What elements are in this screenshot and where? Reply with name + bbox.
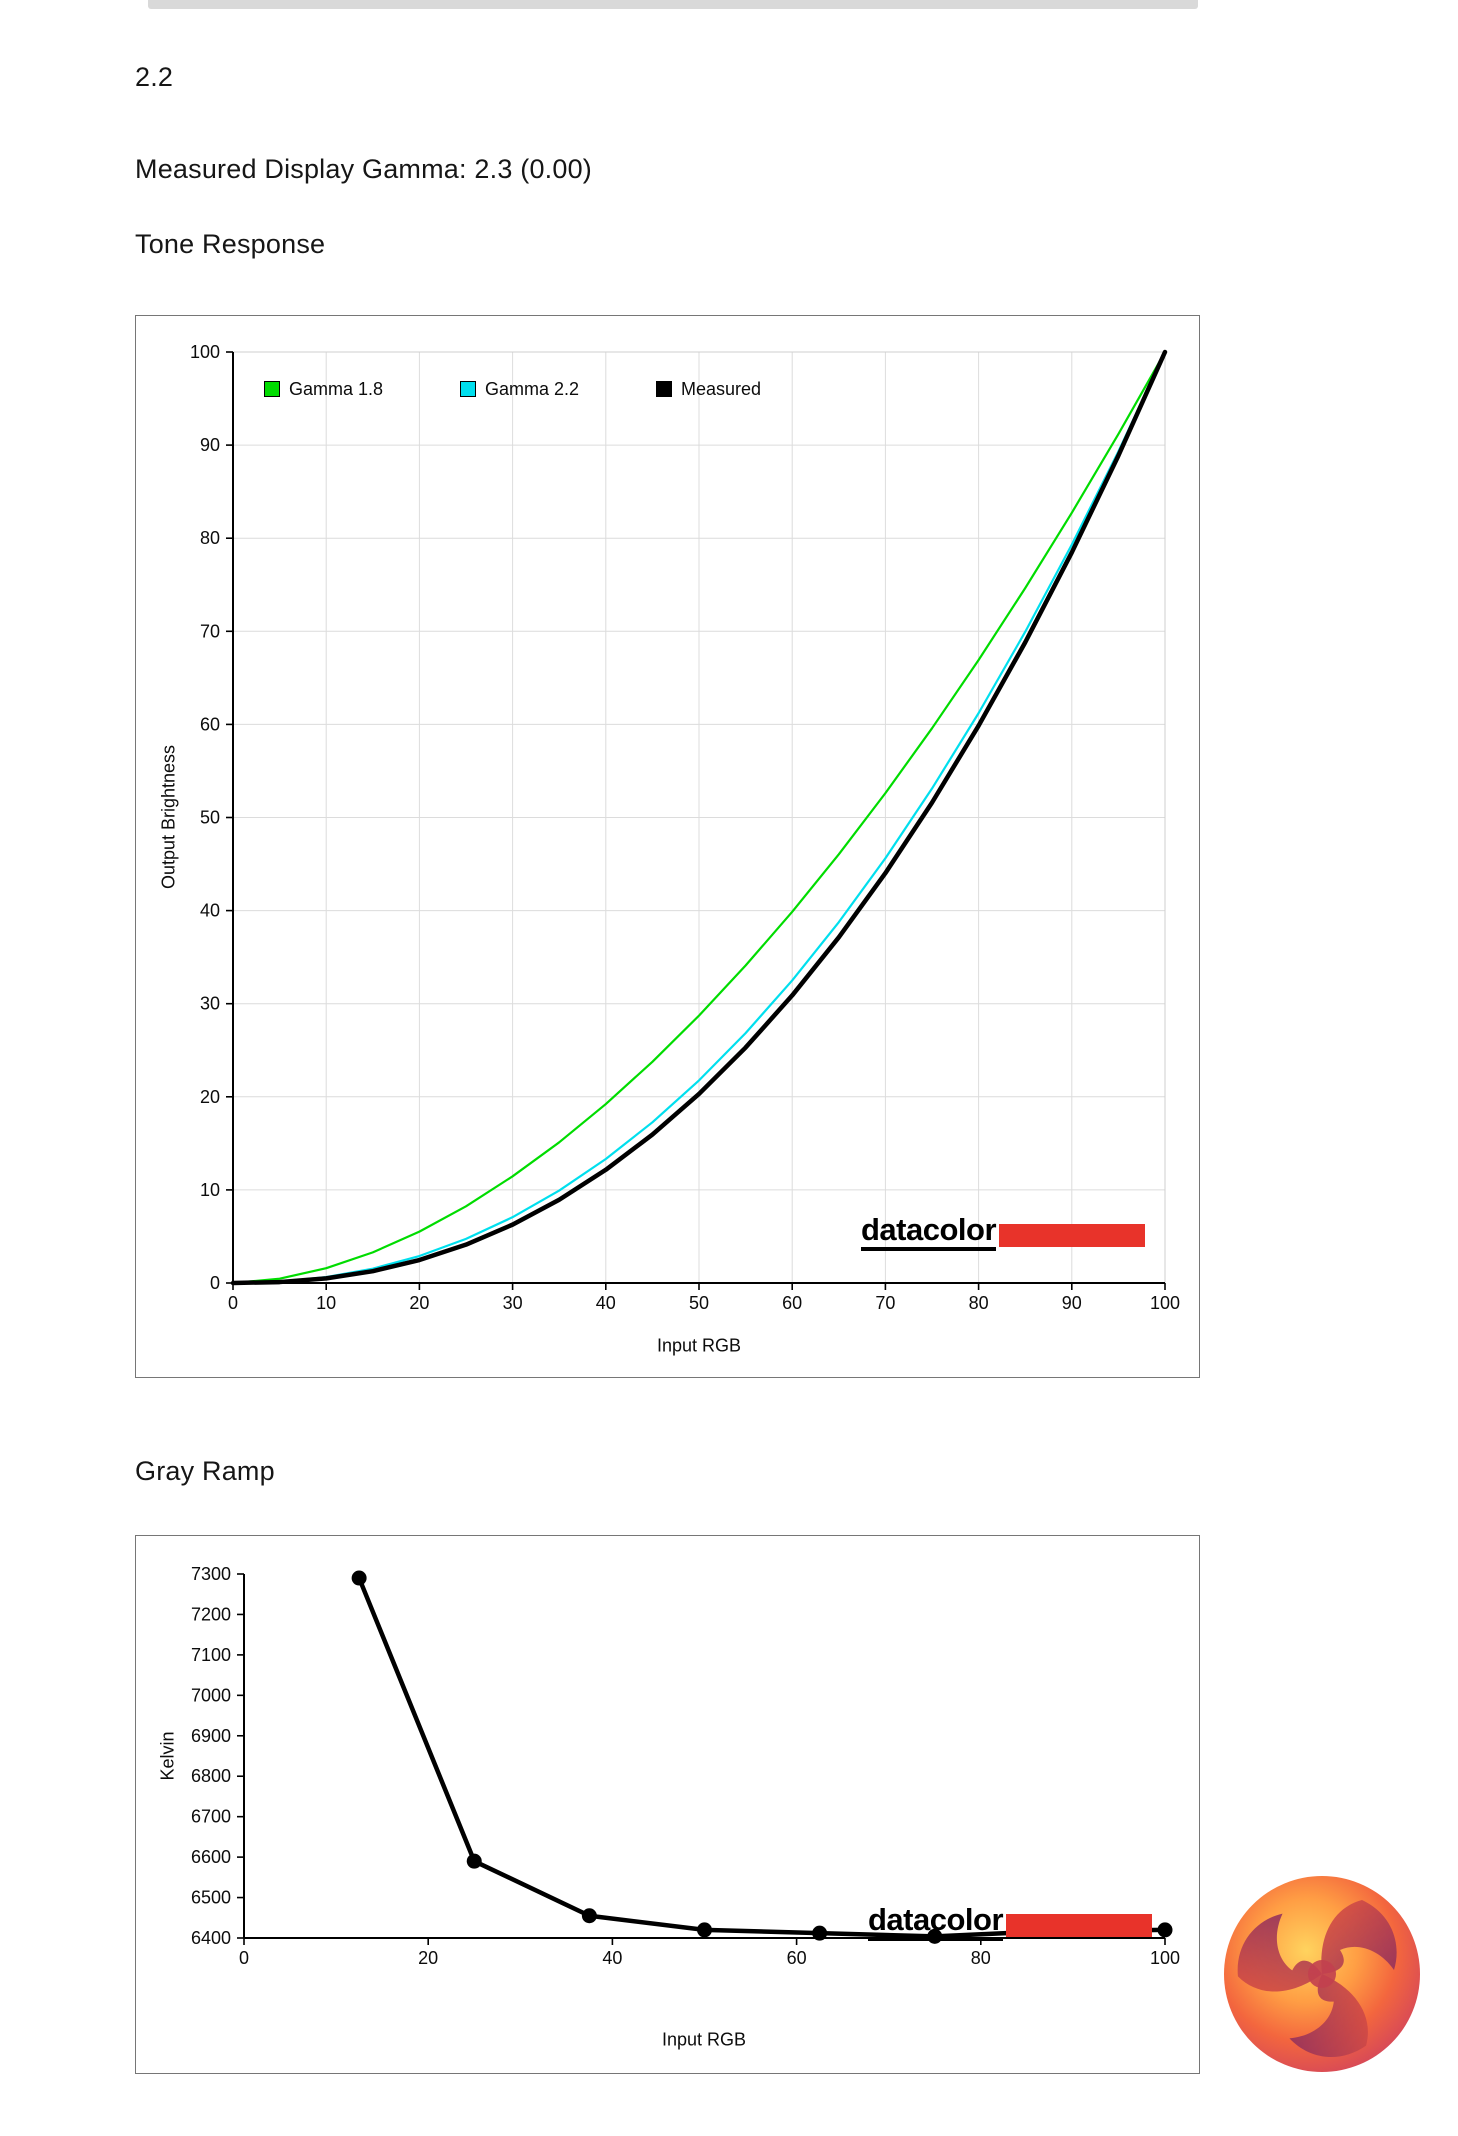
svg-text:70: 70 xyxy=(200,621,220,641)
data-point-marker xyxy=(581,1908,597,1924)
svg-text:7300: 7300 xyxy=(191,1564,231,1584)
measured-gamma-summary: Measured Display Gamma: 2.3 (0.00) xyxy=(135,154,592,184)
svg-text:90: 90 xyxy=(200,435,220,455)
legend-item-gamma-2.2: Gamma 2.2 xyxy=(460,376,579,402)
svg-text:7000: 7000 xyxy=(191,1685,231,1705)
series-line-measured xyxy=(356,1575,1168,1939)
svg-text:6600: 6600 xyxy=(191,1847,231,1867)
tone-response-heading: Tone Response xyxy=(135,229,326,259)
svg-text:30: 30 xyxy=(200,994,220,1014)
svg-text:100: 100 xyxy=(1150,1293,1180,1313)
svg-text:60: 60 xyxy=(200,714,220,734)
series-line-gamma-1.8 xyxy=(231,350,1167,1285)
datacolor-logo: datacolor xyxy=(861,1214,1146,1251)
gamma-setting-value: 2.2 xyxy=(135,62,174,92)
datacolor-logo: datacolor xyxy=(868,1904,1153,1941)
svg-text:7100: 7100 xyxy=(191,1645,231,1665)
series-line-gamma-2.2 xyxy=(231,350,1167,1285)
datacolor-wordmark: datacolor xyxy=(868,1904,1004,1941)
legend-item-gamma-1.8: Gamma 1.8 xyxy=(264,376,383,402)
legend-label-gamma-1.8: Gamma 1.8 xyxy=(289,378,384,399)
svg-text:90: 90 xyxy=(1062,1293,1082,1313)
data-point-marker xyxy=(697,1922,712,1938)
svg-text:20: 20 xyxy=(200,1087,220,1107)
data-point-marker xyxy=(1157,1922,1173,1938)
data-point-marker xyxy=(351,1570,367,1586)
legend-label-gamma-2.2: Gamma 2.2 xyxy=(485,378,580,399)
kitguru-logo xyxy=(1224,1876,1420,2072)
gamma-2.2-swatch xyxy=(460,381,476,397)
measured-swatch xyxy=(656,381,672,397)
svg-text:6800: 6800 xyxy=(191,1766,231,1786)
svg-text:60: 60 xyxy=(782,1293,802,1313)
svg-text:6700: 6700 xyxy=(191,1807,231,1827)
y-axis-label-kelvin: Kelvin xyxy=(157,1731,178,1781)
svg-text:80: 80 xyxy=(971,1948,991,1968)
svg-text:60: 60 xyxy=(787,1948,807,1968)
legend-item-measured: Measured xyxy=(656,376,761,402)
datacolor-wordmark: datacolor xyxy=(861,1214,997,1251)
svg-text:80: 80 xyxy=(969,1293,989,1313)
svg-text:20: 20 xyxy=(409,1293,429,1313)
svg-text:0: 0 xyxy=(228,1293,238,1313)
svg-text:70: 70 xyxy=(875,1293,895,1313)
svg-text:0: 0 xyxy=(239,1948,249,1968)
x-axis-label-input-rgb: Input RGB xyxy=(656,1335,742,1356)
svg-text:7200: 7200 xyxy=(191,1604,231,1624)
svg-text:6500: 6500 xyxy=(191,1888,231,1908)
datacolor-red-bar xyxy=(999,1223,1146,1247)
gray-ramp-heading: Gray Ramp xyxy=(135,1456,275,1486)
datacolor-red-bar xyxy=(1006,1913,1153,1937)
svg-text:80: 80 xyxy=(200,528,220,548)
data-point-marker xyxy=(466,1853,482,1869)
svg-text:40: 40 xyxy=(596,1293,616,1313)
svg-text:40: 40 xyxy=(200,901,220,921)
svg-text:40: 40 xyxy=(602,1948,622,1968)
kitguru-logo-swirl xyxy=(1237,1900,1397,2058)
svg-text:10: 10 xyxy=(316,1293,336,1313)
svg-text:50: 50 xyxy=(689,1293,709,1313)
svg-text:10: 10 xyxy=(200,1180,220,1200)
top-divider-bar xyxy=(148,0,1198,9)
svg-text:30: 30 xyxy=(503,1293,523,1313)
tone-response-chart: 0 10 20 30 40 50 60 70 80 90 100 0 10 20 30 40 50 60 70 80 9… xyxy=(135,315,1200,1378)
svg-text:6400: 6400 xyxy=(191,1928,231,1948)
svg-text:100: 100 xyxy=(190,342,220,362)
svg-text:0: 0 xyxy=(210,1273,220,1293)
tone-response-plot: 0 10 20 30 40 50 60 70 80 90 100 0 10 20 30 40 50 60 70 80 9… xyxy=(190,342,1180,1313)
data-point-marker xyxy=(812,1925,828,1941)
gray-ramp-chart: 0 20 40 60 80 100 6400 6500 6600 6700 6800 6900 7000… xyxy=(135,1535,1200,2074)
svg-text:50: 50 xyxy=(200,808,220,828)
gamma-1.8-swatch xyxy=(264,381,280,397)
svg-text:20: 20 xyxy=(418,1948,438,1968)
legend-label-measured: Measured xyxy=(681,378,762,399)
svg-text:100: 100 xyxy=(1150,1948,1180,1968)
svg-text:6900: 6900 xyxy=(191,1726,231,1746)
series-line-measured xyxy=(230,349,1168,1286)
x-axis-label-input-rgb: Input RGB xyxy=(661,2029,747,2050)
gray-ramp-plot: 0 20 40 60 80 100 6400 6500 6600 6700 6800 6900 7000… xyxy=(191,1564,1180,1968)
y-axis-label-output-brightness: Output Brightness xyxy=(158,744,179,890)
